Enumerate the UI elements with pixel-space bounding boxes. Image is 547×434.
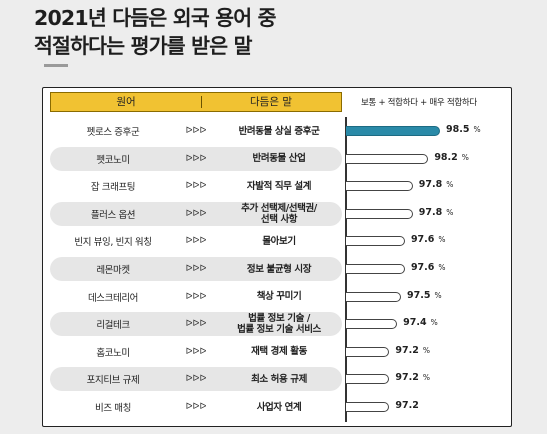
original-term: 플러스 옵션 <box>90 209 136 221</box>
original-term: 잡 크래프팅 <box>90 182 136 194</box>
bar <box>346 208 413 219</box>
value-label: 97.4% <box>403 317 438 328</box>
value-number: 97.4 <box>403 317 427 329</box>
value-unit: % <box>438 263 446 272</box>
arrow-icon: ᐅᐅᐅ <box>185 264 207 274</box>
row-stripe <box>50 367 342 392</box>
arrow-icon: ᐅᐅᐅ <box>185 402 207 412</box>
arrow-icon: ᐅᐅᐅ <box>185 346 207 357</box>
row-stripe <box>50 201 342 226</box>
value-number: 97.2 <box>395 372 419 384</box>
value-label: 97.5% <box>407 290 442 301</box>
refined-term: 반려동물 산업 <box>252 153 306 165</box>
value-label: 97.6% <box>411 262 446 273</box>
refined-term: 반려동물 상실 증후군 <box>238 125 320 137</box>
row-stripe <box>50 257 342 281</box>
refined-term: 추가 선택제/선택권/선택 사항 <box>241 202 317 225</box>
value-label: 97.2% <box>395 372 430 383</box>
value-unit: % <box>430 318 438 328</box>
bar <box>346 291 402 302</box>
value-unit: % <box>446 180 454 190</box>
value-number: 97.6 <box>410 262 435 273</box>
original-term: 홈코노미 <box>96 347 130 359</box>
original-term: 빈지 뷰잉, 빈지 워칭 <box>74 237 152 249</box>
value-number: 97.2 <box>395 400 419 411</box>
value-number: 97.5 <box>407 289 431 301</box>
value-label: 98.2% <box>434 152 469 163</box>
bar <box>346 402 390 412</box>
arrow-icon: ᐅᐅᐅ <box>185 181 207 192</box>
value-label: 97.8% <box>419 207 454 218</box>
bar <box>346 153 429 164</box>
original-term: 펫로스 증후군 <box>86 127 140 138</box>
refined-term: 사업자 연계 <box>256 401 302 413</box>
value-unit: % <box>438 235 446 245</box>
refined-term: 책상 꾸미기 <box>256 291 302 303</box>
arrow-icon: ᐅᐅᐅ <box>185 208 207 219</box>
header-original-term: 원어 <box>116 96 136 108</box>
value-unit: % <box>473 125 481 134</box>
bar <box>346 126 440 136</box>
value-label: 97.2 <box>395 400 418 411</box>
bar <box>346 264 405 274</box>
bar <box>346 319 398 330</box>
arrow-icon: ᐅᐅᐅ <box>185 153 207 164</box>
value-unit: % <box>461 152 469 162</box>
value-label: 97.2% <box>395 345 430 356</box>
bar-axis <box>345 117 347 422</box>
arrow-icon: ᐅᐅᐅ <box>185 374 207 385</box>
refined-term: 정보 불균형 시장 <box>246 263 312 275</box>
bar <box>346 236 405 247</box>
refined-term: 자발적 직무 설계 <box>246 180 312 192</box>
original-term: 비즈 매칭 <box>95 403 131 414</box>
table-header: 원어 다듬은 말 <box>50 92 342 112</box>
value-number: 97.8 <box>418 179 443 191</box>
original-term: 데스크테리어 <box>87 292 139 304</box>
title-underline <box>44 64 68 67</box>
value-label: 98.5% <box>446 124 481 135</box>
value-number: 98.5 <box>446 124 470 135</box>
refined-term: 몰아보기 <box>262 235 296 247</box>
title-line-1: 2021년 다듬은 외국 용어 중 <box>34 6 277 30</box>
original-term: 포지티브 규제 <box>86 375 140 387</box>
original-term: 펫코노미 <box>96 154 130 166</box>
original-term: 리걸테크 <box>96 320 130 332</box>
arrow-icon: ᐅᐅᐅ <box>185 236 207 247</box>
header-refined-term: 다듬은 말 <box>250 96 292 108</box>
value-unit: % <box>422 373 430 383</box>
refined-term: 최소 허용 규제 <box>251 373 307 385</box>
header-divider <box>201 96 202 108</box>
arrow-icon: ᐅᐅᐅ <box>185 126 207 136</box>
value-number: 97.8 <box>418 206 443 218</box>
legend-label: 보통 + 적합하다 + 매우 적합하다 <box>361 98 477 108</box>
chart-title: 2021년 다듬은 외국 용어 중 적절하다는 평가를 받은 말 <box>34 4 514 60</box>
value-label: 97.6% <box>411 234 446 245</box>
arrow-icon: ᐅᐅᐅ <box>185 319 207 330</box>
arrow-icon: ᐅᐅᐅ <box>185 291 207 302</box>
bar <box>346 346 390 357</box>
value-number: 97.6 <box>410 234 435 246</box>
value-unit: % <box>422 345 430 355</box>
bar <box>346 374 390 385</box>
title-line-2: 적절하다는 평가를 받은 말 <box>34 34 252 58</box>
row-stripe <box>50 312 342 337</box>
value-label: 97.8% <box>419 179 454 190</box>
row-stripe <box>50 146 342 171</box>
value-number: 97.2 <box>395 344 419 356</box>
value-number: 98.2 <box>434 151 458 163</box>
original-term: 레몬마켓 <box>96 265 130 276</box>
bar <box>346 181 413 192</box>
refined-term: 법률 정보 기술 / 법률 정보 기술 서비스 <box>237 313 321 336</box>
value-unit: % <box>446 207 454 217</box>
refined-term: 재택 경제 활동 <box>251 346 307 358</box>
value-unit: % <box>434 290 442 300</box>
